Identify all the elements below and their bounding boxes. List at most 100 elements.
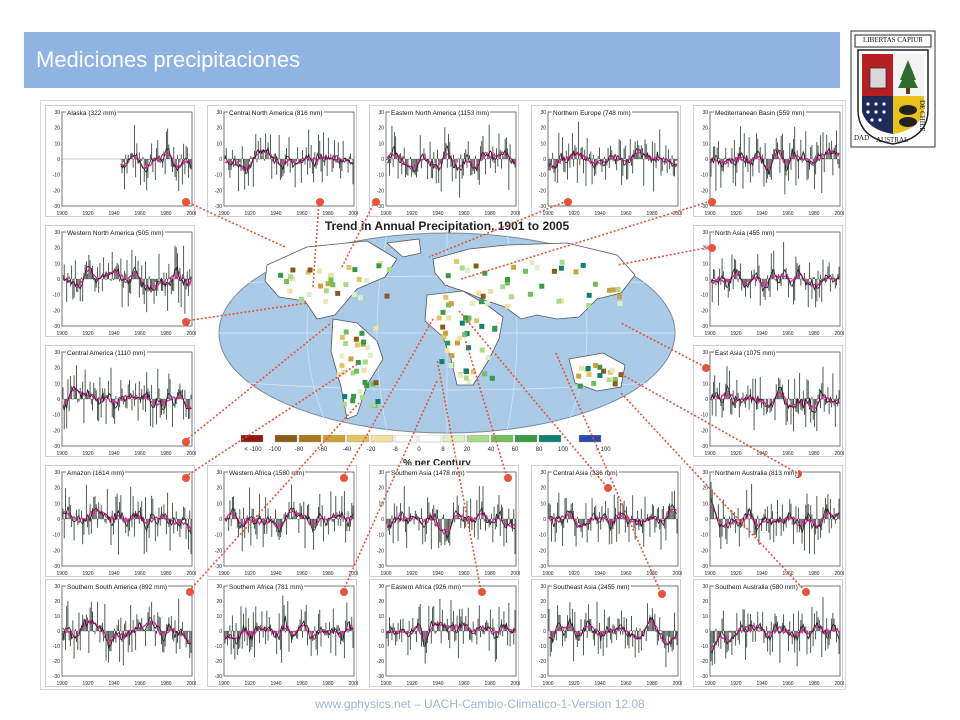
trend-grid-cell [373,380,379,386]
trend-grid-cell [465,267,470,273]
y-tick-label: -30 [701,564,708,570]
smoothed-line [62,617,192,649]
x-tick-label: 1920 [82,331,93,337]
region-panel: 3020100-10-20-30190019201940196019802000… [693,579,844,687]
region-panel-title: Central Asia (336 mm) [552,470,619,477]
x-tick-label: 1920 [730,571,741,577]
region-marker-dot [708,198,716,206]
smoothed-line [710,621,840,654]
trend-grid-cell [327,273,333,279]
x-tick-label: 1940 [432,211,443,217]
x-tick-label: 1980 [484,211,495,217]
y-tick-label: 30 [540,584,546,590]
y-tick-label: -30 [215,564,222,570]
x-tick-label: 1900 [218,681,229,687]
trend-grid-cell [485,300,491,306]
region-panel: 3020100-10-20-30190019201940196019802000… [693,345,844,457]
smoothed-trend-line [224,623,354,641]
x-tick-label: 1900 [542,681,553,687]
x-tick-label: 1940 [108,331,119,337]
trend-grid-cell [580,262,586,268]
x-tick-label: 1940 [756,451,767,457]
trend-grid-cell [287,288,293,294]
y-tick-label: 10 [216,614,222,620]
trend-grid-cell [343,282,349,287]
y-tick-label: 30 [540,110,546,116]
y-tick-label: 10 [378,614,384,620]
y-tick-label: -20 [53,548,60,554]
trend-grid-cell [559,259,565,265]
trend-grid-cell [290,267,296,273]
y-tick-label: -20 [539,548,546,554]
x-tick-label: 1960 [782,681,793,687]
y-tick-label: 0 [219,157,222,163]
y-tick-label: 0 [57,629,60,635]
y-tick-label: -20 [701,659,708,665]
x-tick-label: 1900 [56,681,67,687]
trend-grid-cell [323,299,329,304]
y-tick-label: 0 [381,629,384,635]
trend-grid-cell [482,371,488,377]
trend-grid-cell [448,362,454,368]
trend-grid-cell [455,340,460,346]
y-tick-label: 10 [54,261,60,267]
y-tick-label: 10 [540,614,546,620]
slide-footer: www.gphysics.net – UACH-Cambio-Climatico… [315,697,645,711]
x-tick-label: 1980 [160,331,171,337]
trend-grid-cell [462,332,468,338]
region-panel: 3020100-10-20-30190019201940196019802000… [207,465,358,577]
logo-ring-text-left: DAD [854,134,870,142]
region-marker-dot [182,438,190,446]
trend-grid-cell [597,373,603,378]
trend-grid-cell [586,371,592,377]
y-tick-label: 30 [54,350,60,356]
logo-ring-text-mid: AUSTRAL [876,136,909,144]
x-tick-label: 1940 [270,681,281,687]
x-tick-label: 1920 [82,681,93,687]
x-tick-label: 2000 [186,681,196,687]
x-tick-label: 1940 [756,571,767,577]
x-tick-label: 2000 [672,571,682,577]
smoothed-line [386,620,516,648]
x-tick-label: 1940 [594,681,605,687]
trend-grid-cell [348,356,354,362]
region-panel: 3020100-10-20-30190019201940196019802000… [369,105,520,217]
y-tick-label: -10 [53,173,60,179]
trend-grid-cell [365,344,371,350]
university-logo: LIBERTAS CAPIUR DAD AUSTRAL DE CHILE [850,30,936,148]
region-panel-title: Northern Europe (748 mm) [552,110,632,117]
y-tick-label: -10 [53,413,60,419]
x-tick-label: 1980 [646,211,657,217]
region-panel-title: North Asia (455 mm) [714,230,776,237]
legend-tick-label: 80 [536,447,543,453]
y-tick-label: -20 [53,308,60,314]
trend-grid-cell [593,281,598,287]
x-tick-label: 1980 [808,681,819,687]
trend-grid-cell [573,269,579,275]
trend-grid-cell [617,301,623,307]
trend-grid-cell [436,315,442,321]
x-tick-label: 1920 [568,571,579,577]
trend-grid-cell [465,345,471,351]
trend-grid-cell [318,283,324,289]
region-panel: 3020100-10-20-30190019201940196019802000… [531,105,682,217]
coat-of-arms-icon [850,30,936,148]
region-panel-title: Mediterranean Basin (559 mm) [714,110,806,117]
trend-grid-cell [357,389,363,395]
legend-tick-label: -60 [319,447,328,453]
region-panel-title: Central America (1110 mm) [66,350,147,357]
x-tick-label: 1980 [808,571,819,577]
y-tick-label: 0 [381,517,384,523]
y-tick-label: 20 [540,486,546,492]
legend-swatch [442,435,466,443]
y-tick-label: -20 [53,188,60,194]
y-tick-label: 20 [540,599,546,605]
y-tick-label: 10 [54,381,60,387]
legend-tick-label: 0 [417,447,421,453]
